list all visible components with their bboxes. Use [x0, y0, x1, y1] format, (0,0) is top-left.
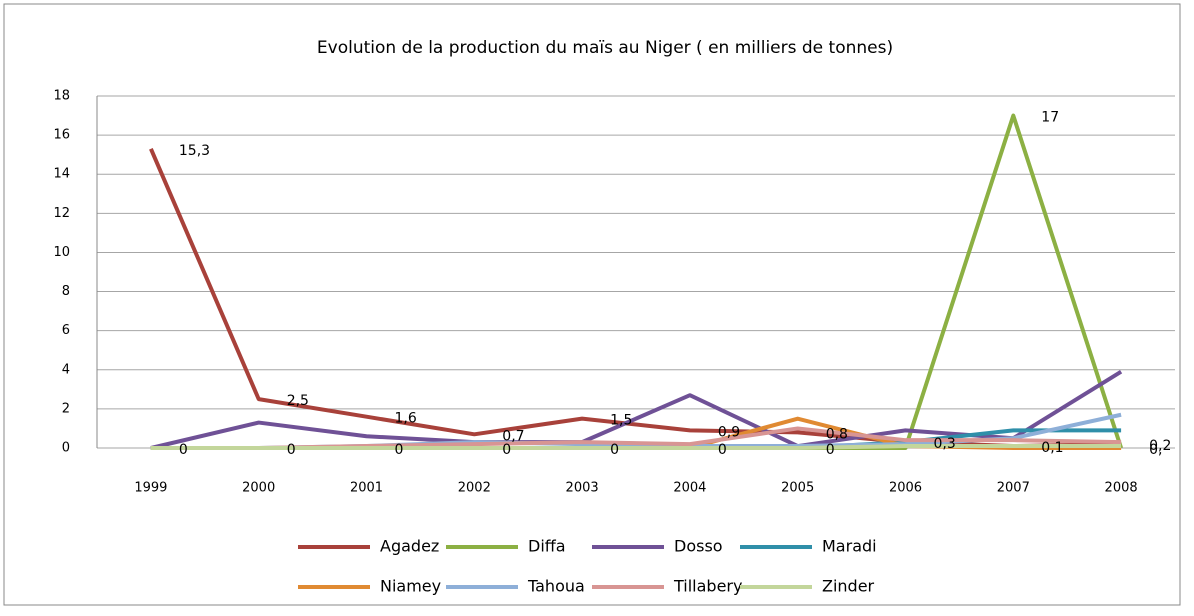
x-tick-label: 2000	[242, 481, 275, 496]
data-label: 2,5	[287, 393, 309, 409]
data-label: 15,3	[179, 143, 210, 159]
legend-label: Diffa	[528, 537, 566, 556]
y-tick-label: 6	[62, 323, 70, 338]
x-tick-label: 2008	[1105, 481, 1138, 496]
data-label: 0	[718, 442, 727, 458]
legend-label: Tahoua	[527, 577, 585, 596]
y-tick-label: 8	[62, 284, 70, 299]
x-tick-label: 2002	[458, 481, 491, 496]
data-label: 0,1	[1041, 440, 1063, 456]
legend-label: Agadez	[380, 537, 439, 556]
data-label: 0,2	[1149, 438, 1171, 454]
data-label: 0	[826, 442, 835, 458]
x-tick-label: 2004	[673, 481, 706, 496]
x-tick-label: 2001	[350, 481, 383, 496]
legend-label: Maradi	[822, 537, 877, 556]
data-label: 0,3	[934, 436, 956, 452]
data-label: 0,8	[826, 426, 848, 442]
legend-label: Dosso	[674, 537, 723, 556]
data-label: 0,9	[718, 424, 740, 440]
x-tick-label: 2005	[781, 481, 814, 496]
chart-frame	[3, 3, 1181, 606]
data-label: 0	[610, 442, 619, 458]
data-label: 17	[1041, 110, 1059, 126]
series-line	[150, 444, 1122, 450]
data-label: 0,	[1149, 442, 1162, 458]
y-tick-label: 18	[53, 89, 70, 104]
legend-label: Zinder	[822, 577, 875, 596]
y-tick-label: 10	[53, 245, 70, 260]
y-tick-label: 12	[53, 206, 70, 221]
legend-label: Niamey	[380, 577, 441, 596]
legend-label: Tillabery	[673, 577, 742, 596]
data-label: 0,7	[502, 428, 524, 444]
y-tick-label: 2	[62, 401, 70, 416]
data-label: 0	[395, 442, 404, 458]
y-tick-label: 4	[62, 362, 70, 377]
y-tick-label: 14	[53, 167, 70, 182]
x-tick-label: 2006	[889, 481, 922, 496]
data-label: 0	[287, 442, 296, 458]
y-tick-label: 0	[62, 441, 70, 456]
data-label: 0	[502, 442, 511, 458]
x-tick-label: 2007	[997, 481, 1030, 496]
chart-title: Evolution de la production du maïs au Ni…	[317, 38, 893, 58]
data-label: 1,5	[610, 413, 632, 429]
x-tick-label: 2003	[566, 481, 599, 496]
data-label: 1,6	[395, 411, 417, 427]
x-tick-label: 1999	[134, 481, 167, 496]
y-tick-label: 16	[53, 128, 70, 143]
data-label: 0	[179, 442, 188, 458]
